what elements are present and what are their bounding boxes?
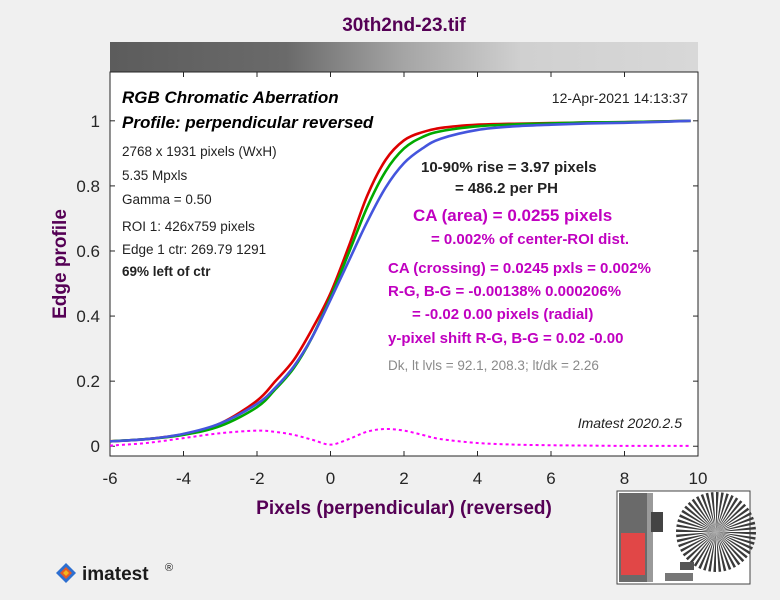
star-chart-segment [703,532,716,571]
logo-registered: ® [165,562,173,574]
info-position: 69% left of ctr [122,264,211,279]
rise-per-ph: = 486.2 per PH [455,180,558,197]
star-chart-segment [716,532,736,568]
x-tick-label: 0 [326,469,335,488]
imatest-logo: imatest ® [56,562,173,585]
series-line-b [110,119,691,443]
star-chart-segment [716,532,745,563]
star-chart-segment [716,492,724,532]
star-chart-segment [716,532,753,550]
star-chart-segment [716,532,748,559]
star-chart-segment [710,492,716,532]
info-roi: ROI 1: 426x759 pixels [122,219,255,234]
star-chart-segment [698,532,716,569]
star-chart-segment [716,500,743,532]
star-chart-segment [713,532,716,572]
star-chart-segment [716,532,722,572]
star-chart-segment [716,495,734,532]
ca-crossing: CA (crossing) = 0.0245 pxls = 0.002% [388,260,651,277]
star-chart-segment [716,493,729,532]
star-chart-segment [708,532,716,572]
star-chart-segment [678,532,716,548]
rise-pixels: 10-90% rise = 3.97 pixels [421,159,597,176]
star-chart-segment [676,524,716,532]
star-chart-segment [716,503,747,532]
info-megapixels: 5.35 Mpxls [122,168,188,183]
y-tick-label: 0.8 [76,177,100,196]
star-chart-segment [716,532,756,540]
star-chart-segment [681,509,716,532]
star-chart-segment [716,516,754,532]
x-tick-label: -2 [249,469,264,488]
star-chart-segment [716,532,755,545]
y-tick-label: 0.2 [76,372,100,391]
star-chart-segment [716,521,756,532]
y-tick-label: 1 [91,112,100,131]
star-chart-segment [687,501,716,532]
gray-gradient-band [110,42,698,72]
ca-y-shift: y-pixel shift R-G, B-G = 0.02 -0.00 [388,330,624,347]
star-chart-segment [700,494,716,532]
header-title: RGB Chromatic Aberration [122,88,339,107]
star-chart-segment [716,492,719,532]
ca-area: CA (area) = 0.0255 pixels [413,206,612,225]
x-tick-label: 10 [689,469,708,488]
x-axis-label: Pixels (perpendicular) (reversed) [256,498,552,519]
chart-title: 30th2nd-23.tif [342,15,466,36]
x-tick-label: 8 [620,469,629,488]
star-chart-segment [676,532,716,538]
plot-area [109,71,699,457]
star-chart-segment [716,532,727,572]
y-tick-label: 0.4 [76,307,100,326]
star-chart-segment [716,532,741,566]
star-chart-segment [677,519,716,532]
star-chart-segment [705,492,716,532]
x-tick-label: 4 [473,469,482,488]
y-axis: 0 0.2 0.4 0.6 0.8 1 [76,112,698,456]
star-chart-segment [716,507,750,532]
star-chart-segment [691,498,716,532]
ca-area-percent: = 0.002% of center-ROI dist. [431,231,629,248]
x-tick-label: -4 [176,469,191,488]
x-tick-label: 6 [546,469,555,488]
star-chart-segment [716,532,756,535]
info-image-size: 2768 x 1931 pixels (WxH) [122,144,277,159]
star-chart-segment [685,532,716,561]
x-tick-label: 2 [399,469,408,488]
star-chart-segment [696,496,716,532]
star-chart-segment [716,532,732,570]
y-tick-label: 0.6 [76,242,100,261]
x-axis: -6 -4 -2 0 2 4 6 8 10 [102,72,707,488]
star-chart-segment [676,529,716,532]
levels-text: Dk, lt lvls = 92.1, 208.3; lt/dk = 2.26 [388,358,599,373]
star-chart-segment [693,532,716,567]
y-axis-label: Edge profile [50,209,71,319]
series-line-ca [110,427,691,447]
timestamp: 12-Apr-2021 14:13:37 [552,90,688,106]
ca-rg-bg: R-G, B-G = -0.00138% 0.000206% [388,283,621,300]
star-chart-segment [682,532,716,557]
logo-text: imatest [82,564,149,585]
star-chart-segment [679,514,716,532]
star-chart-segment [684,505,716,532]
roi-thumbnail [616,490,756,585]
info-gamma: Gamma = 0.50 [122,192,212,207]
star-chart-segment [676,532,716,543]
header-subtitle: Profile: perpendicular reversed [122,113,374,132]
x-tick-label: -6 [102,469,117,488]
star-chart-segment [716,497,739,532]
version-text: Imatest 2020.2.5 [578,415,683,431]
star-chart-segment [689,532,716,564]
star-chart-segment [716,526,756,532]
ca-radial: = -0.02 0.00 pixels (radial) [412,306,593,323]
star-chart-segment [716,512,752,532]
star-chart-segment [680,532,716,552]
info-edge-center: Edge 1 ctr: 269.79 1291 [122,242,266,257]
series-layer [110,119,691,447]
logo-mark-icon [56,563,76,583]
star-chart-segment [716,532,751,555]
y-tick-label: 0 [91,437,100,456]
